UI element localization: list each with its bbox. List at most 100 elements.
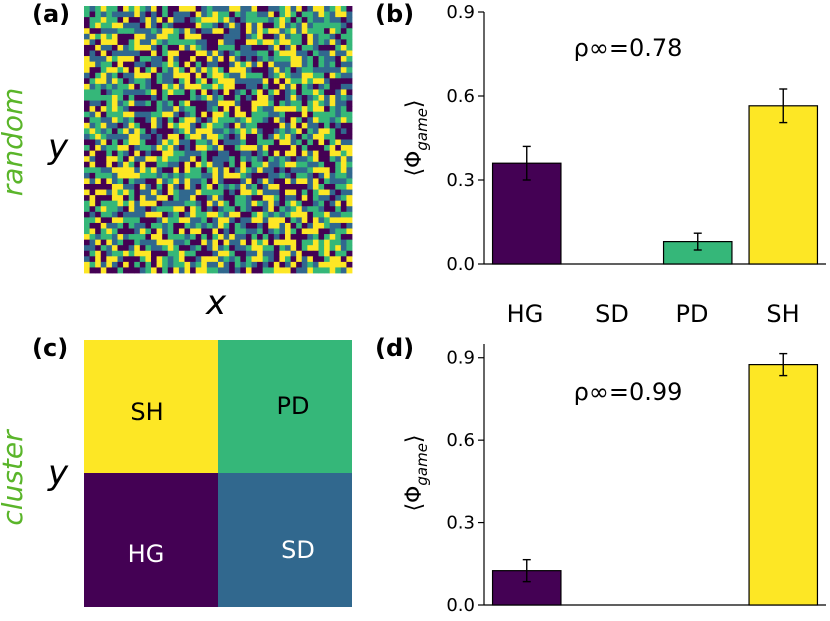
lattice-cell [123,267,130,274]
bar-hg [491,570,562,606]
lattice-cell [139,50,146,57]
lattice-cell [251,217,258,224]
lattice-cell [123,139,130,146]
lattice-cell [257,61,264,68]
lattice-cell [184,172,191,179]
lattice-cell [156,95,163,101]
lattice-cell [285,211,291,218]
lattice-cell [190,222,197,229]
lattice-cell [234,39,241,46]
lattice-cell [329,106,336,113]
lattice-cell [145,256,152,263]
lattice-cell [123,167,130,174]
lattice-cell [100,195,107,202]
lattice-cell [184,184,191,190]
lattice-cell [162,145,169,152]
lattice-cell [229,122,236,129]
lattice-cell [123,39,130,46]
lattice-cell [162,234,169,241]
lattice-cell [173,67,180,74]
lattice-cell [100,256,107,263]
lattice-cell [178,178,185,185]
lattice-cell [229,222,236,229]
lattice-cell [151,117,157,124]
lattice-cell [240,167,247,174]
lattice-cell [268,78,275,85]
lattice-cell [312,11,319,18]
lattice-cell [173,150,180,157]
lattice-cell [212,167,219,174]
lattice-cell [89,95,96,101]
lattice-cell [262,44,269,51]
lattice-cell [206,95,213,101]
lattice-cell [318,206,325,213]
lattice-cell [279,261,286,268]
lattice-cell [301,39,308,46]
lattice-cell [139,39,146,46]
lattice-cell [285,56,291,63]
lattice-cell [156,22,163,29]
lattice-cell [100,211,107,218]
lattice-cell [128,139,135,146]
lattice-cell [145,61,152,68]
lattice-cell [229,111,236,118]
lattice-cell [111,78,118,85]
lattice-cell [145,117,152,124]
lattice-cell [117,39,124,46]
lattice-cell [312,122,319,129]
lattice-cell [106,222,113,229]
lattice-cell [100,206,107,213]
lattice-cell [111,100,118,107]
lattice-cell [279,6,286,12]
lattice-cell [212,239,219,246]
lattice-cell [162,256,169,263]
lattice-cell [285,78,291,85]
lattice-cell [273,133,280,140]
lattice-cell [134,33,141,40]
lattice-cell [257,100,264,107]
lattice-cell [89,256,96,263]
lattice-cell [156,161,163,168]
lattice-cell [84,95,90,101]
lattice-cell [296,217,303,224]
lattice-cell [257,195,264,202]
lattice-cell [139,200,146,207]
lattice-cell [240,11,247,18]
lattice-cell [312,245,319,252]
lattice-cell [95,195,102,202]
lattice-cell [223,78,230,85]
lattice-cell [223,61,230,68]
lattice-cell [106,184,113,190]
lattice-cell [156,50,163,57]
lattice-cell [329,239,336,246]
lattice-cell [128,39,135,46]
lattice-cell [218,195,224,202]
lattice-cell [84,211,90,218]
lattice-cell [223,83,230,90]
lattice-cell [251,245,258,252]
lattice-cell [251,95,258,101]
lattice-cell [329,95,336,101]
lattice-cell [335,206,342,213]
lattice-cell [340,178,347,185]
lattice-cell [296,250,303,257]
lattice-cell [151,234,157,241]
lattice-cell [95,267,102,274]
lattice-cell [195,217,202,224]
lattice-cell [145,245,152,252]
lattice-cell [89,117,96,124]
lattice-cell [134,161,141,168]
lattice-cell [340,172,347,179]
lattice-cell [156,117,163,124]
lattice-cell [324,211,331,218]
lattice-cell [223,106,230,113]
lattice-cell [145,161,152,168]
lattice-cell [346,28,353,35]
lattice-cell [128,167,135,174]
lattice-cell [268,50,275,57]
lattice-cell [324,33,331,40]
lattice-cell [234,195,241,202]
lattice-cell [312,206,319,213]
lattice-cell [335,261,342,268]
lattice-cell [279,156,286,163]
